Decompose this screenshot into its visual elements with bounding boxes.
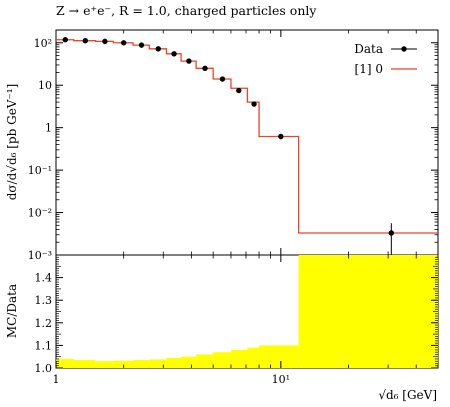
data-point [171, 51, 177, 57]
data-point [236, 87, 242, 94]
data-point [82, 37, 89, 44]
legend: Data [1] 0 [354, 42, 417, 76]
main-ylabel-text: dσ/d√d₆ [pb GeV⁻¹] [5, 84, 19, 201]
main-plot-area [56, 37, 438, 256]
data-point [62, 37, 69, 43]
ratio-x-axis: 1 10¹ [53, 255, 439, 386]
main-ytick-label: 10⁻¹ [28, 164, 52, 177]
ratio-band-bin [56, 358, 74, 368]
data-point [102, 38, 108, 45]
ratio-ytick-label: 1.1 [35, 339, 53, 352]
chart-title: Z → e⁺e⁻, R = 1.0, charged particles onl… [56, 3, 317, 18]
data-point [202, 65, 208, 72]
ratio-ytick-label: 1.3 [35, 294, 53, 307]
legend-marker-data-point [401, 46, 407, 52]
ratio-band-bin [149, 359, 167, 368]
ratio-ylabel-text: MC/Data [5, 284, 19, 338]
data-point [155, 46, 161, 52]
data-point [388, 230, 395, 236]
main-ytick-label: 10² [34, 37, 52, 50]
ratio-band-bin [181, 356, 197, 368]
legend-label-data: Data [354, 42, 383, 56]
ratio-band-bin [73, 360, 96, 368]
ratio-ytick-label: 1.2 [35, 317, 53, 330]
ratio-plot-area [56, 255, 438, 368]
main-ylabel: dσ/d√d₆ [pb GeV⁻¹] [5, 84, 19, 201]
data-point [138, 42, 145, 48]
data-point [278, 133, 284, 140]
x-axis-label: √d₆ [GeV] [378, 388, 437, 402]
x-tick-label: 10¹ [272, 373, 290, 386]
data-point [120, 40, 127, 46]
ratio-band-bin [113, 360, 133, 368]
main-ytick-label: 10 [38, 79, 52, 92]
data-point [186, 58, 192, 64]
legend-label-mc: [1] 0 [355, 62, 383, 76]
data-point [251, 101, 257, 107]
x-tick-label: 1 [53, 373, 60, 386]
ratio-band-bin [95, 361, 114, 368]
ratio-band-bin [196, 354, 214, 368]
main-y-axis: 10² 10 1 10⁻¹ 10⁻² 10⁻³ [28, 29, 438, 262]
main-ytick-label: 10⁻³ [28, 249, 52, 262]
ratio-ytick-label: 1.4 [35, 272, 53, 285]
ratio-band-bin [259, 345, 299, 368]
ratio-band-bin [132, 360, 150, 368]
ratio-ylabel: MC/Data [5, 284, 19, 338]
ratio-band-bin [166, 357, 182, 368]
ratio-band-bin [298, 255, 438, 368]
main-x-axis [55, 30, 439, 255]
ratio-band-bin [247, 347, 260, 368]
main-ytick-label: 1 [45, 122, 52, 135]
ratio-band-bin [230, 349, 248, 368]
data-point [219, 76, 226, 82]
ratio-y-axis: 1.0 1.1 1.2 1.3 1.4 [35, 256, 438, 375]
ratio-band-bin [213, 352, 231, 368]
ratio-ytick-label: 1.0 [35, 362, 53, 375]
main-ytick-label: 10⁻² [28, 207, 52, 220]
